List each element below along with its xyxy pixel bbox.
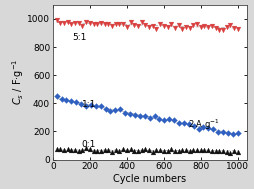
Text: 0:1: 0:1 xyxy=(82,140,96,149)
Text: 2 A g$^{-1}$: 2 A g$^{-1}$ xyxy=(188,117,220,132)
X-axis label: Cycle numbers: Cycle numbers xyxy=(113,174,186,184)
Text: 1:1: 1:1 xyxy=(82,100,96,109)
Text: 5:1: 5:1 xyxy=(72,33,87,42)
Y-axis label: $C_s$ / F·g$^{-1}$: $C_s$ / F·g$^{-1}$ xyxy=(10,59,26,105)
